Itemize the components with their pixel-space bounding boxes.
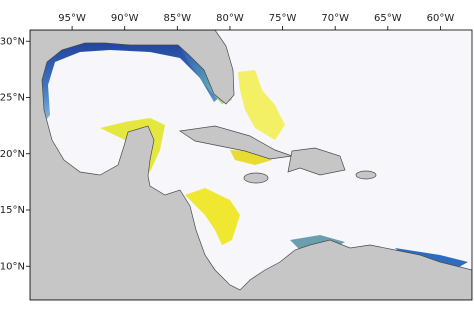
y-tick-label: 30°N	[0, 36, 25, 47]
map-layers	[30, 30, 472, 300]
x-tick-label: 80°W	[216, 13, 244, 24]
x-tick-label: 95°W	[58, 13, 86, 24]
jamaica	[243, 172, 269, 184]
x-tick-label: 85°W	[164, 13, 192, 24]
honduras-shelf	[185, 188, 240, 245]
y-tick-label: 20°N	[0, 149, 25, 160]
x-tick-label: 65°W	[374, 13, 402, 24]
x-tick-label: 70°W	[321, 13, 349, 24]
x-tick-label: 60°W	[427, 13, 455, 24]
y-tick-label: 15°N	[0, 205, 25, 216]
hispaniola	[287, 147, 346, 176]
cuba	[179, 125, 293, 160]
y-tick-label: 10°N	[0, 261, 25, 272]
puerto-rico	[355, 170, 377, 180]
x-tick-label: 75°W	[269, 13, 297, 24]
x-tick-label: 90°W	[111, 13, 139, 24]
mainland	[30, 30, 472, 300]
y-tick-label: 25°N	[0, 93, 25, 104]
map-frame	[29, 29, 473, 301]
bahamas-shelf	[238, 70, 285, 140]
